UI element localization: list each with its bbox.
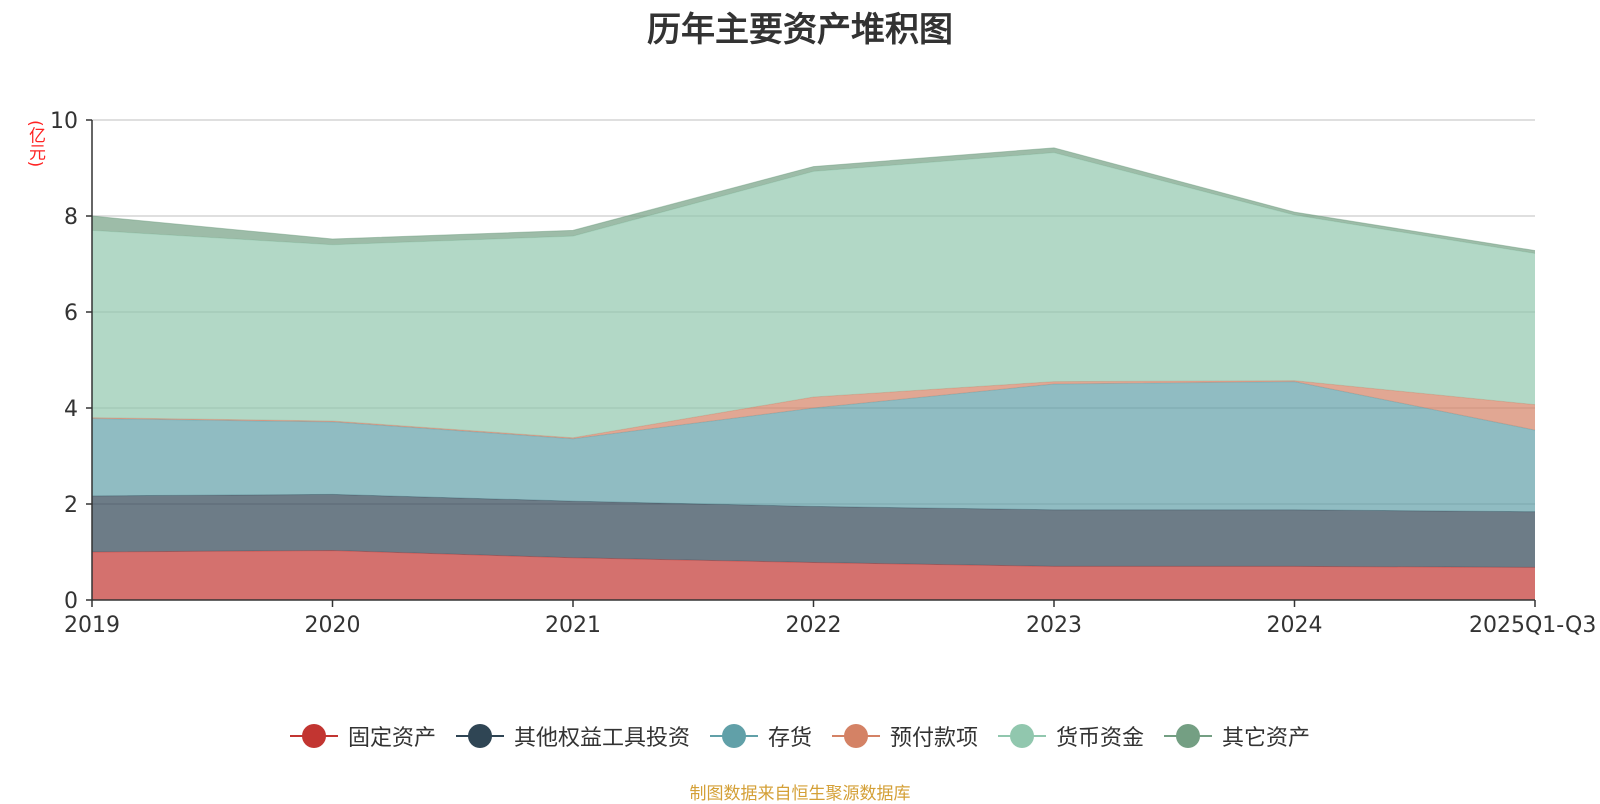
area-series-3 [92,381,1535,512]
legend-label: 其他权益工具投资 [513,726,690,751]
legend: 固定资产 其他权益工具投资 存货 预付款项 货币资金 其它资产 [0,716,1600,756]
legend-item-5[interactable]: 货币资金 [998,720,1144,752]
y-axis-unit-label: (亿元) [25,120,45,168]
legend-item-3[interactable]: 存货 [709,720,812,752]
area-series-6 [92,147,1535,254]
legend-marker-icon [455,723,504,749]
area-series-5 [92,152,1535,438]
legend-marker-icon [1164,723,1213,749]
legend-label: 预付款项 [890,726,979,751]
y-tick-label: 8 [64,205,78,230]
legend-label: 货币资金 [1056,726,1145,751]
tick-labels: 0 2 4 6 8 10 2019 2020 2021 2022 2023 2024 2025Q1-Q3 [50,109,1596,638]
x-tick-label: 2022 [786,613,842,638]
x-tick-label: 2021 [545,613,601,638]
legend-marker-icon [998,723,1047,749]
y-tick-label: 0 [64,589,78,614]
legend-item-6[interactable]: 其它资产 [1164,720,1310,752]
chart-title: 历年主要资产堆积图 [647,10,953,50]
legend-marker-icon [289,723,338,749]
legend-marker-icon [709,723,758,749]
x-tick-label: 2025Q1-Q3 [1469,613,1596,638]
x-tick-label: 2019 [64,613,120,638]
x-tick-label: 2023 [1026,613,1082,638]
legend-label: 固定资产 [347,726,436,751]
legend-item-4[interactable]: 预付款项 [832,720,978,752]
y-tick-label: 4 [64,397,78,422]
legend-label: 其它资产 [1222,726,1311,751]
area-series [91,147,1536,600]
legend-label: 存货 [767,726,812,751]
series-line-6 [91,147,1536,252]
source-note: 制图数据来自恒生聚源数据库 [689,784,911,804]
legend-item-1[interactable]: 固定资产 [289,720,436,752]
x-tick-label: 2024 [1267,613,1323,638]
area-series-2 [92,494,1535,568]
y-tick-label: 10 [50,109,78,134]
y-tick-label: 2 [64,493,78,518]
area-series-1 [92,550,1535,600]
legend-item-2[interactable]: 其他权益工具投资 [455,720,690,752]
y-tick-label: 6 [64,301,78,326]
legend-marker-icon [832,723,880,749]
x-tick-label: 2020 [305,613,361,638]
